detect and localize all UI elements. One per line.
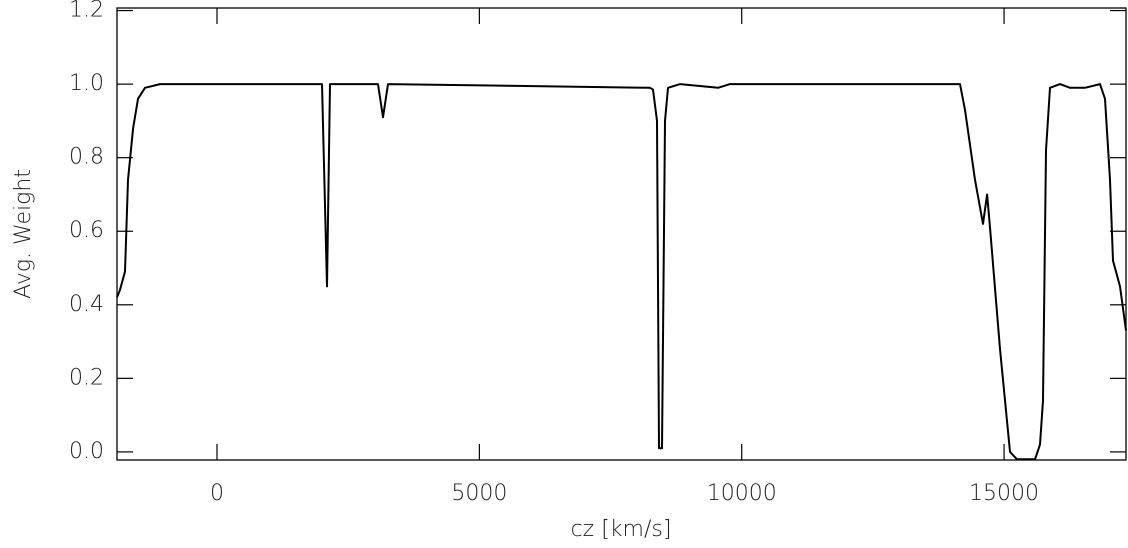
x-tick-label: 0	[210, 481, 224, 506]
y-tick-label: 0.8	[69, 145, 104, 170]
y-axis-label: Avg. Weight	[11, 169, 36, 299]
y-tick-label: 1.0	[69, 71, 104, 96]
y-tick-label: 0.0	[69, 439, 104, 464]
data-line	[116, 83, 1127, 461]
y-tick-label: 0.4	[69, 292, 104, 317]
plot-frame	[116, 7, 1127, 461]
x-tick-label: 10000	[707, 481, 777, 506]
y-tick-label: 0.2	[69, 365, 104, 390]
x-tick-label: 5000	[451, 481, 507, 506]
y-tick-label: 0.6	[69, 218, 104, 243]
x-tick-label: 15000	[969, 481, 1039, 506]
y-tick-label: 1.2	[69, 0, 104, 23]
x-axis-label: cz [km/s]	[571, 517, 672, 542]
